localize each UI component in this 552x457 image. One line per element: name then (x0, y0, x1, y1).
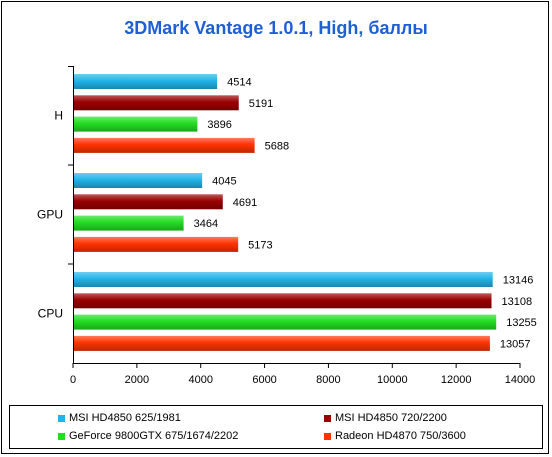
bar-cpu-series-3 (73, 314, 497, 330)
data-label: 13146 (503, 275, 534, 287)
data-label: 5191 (249, 98, 273, 110)
bar-gpu-series-4 (73, 236, 239, 252)
data-label: 5688 (265, 140, 289, 152)
bar-h-series-2 (73, 95, 239, 111)
chart-title: 3DMark Vantage 1.0.1, High, баллы (124, 18, 428, 38)
bar-gpu-series-3 (73, 215, 184, 231)
legend-label: GeForce 9800GTX 675/1674/2202 (69, 430, 239, 442)
legend-item: Radeon HD4870 750/3600 (324, 430, 466, 442)
x-tick-label: 4000 (188, 374, 212, 386)
data-label: 4691 (233, 197, 257, 209)
bar-gpu-series-2 (73, 194, 223, 210)
x-tick-label: 8000 (316, 374, 340, 386)
legend-swatch (58, 432, 65, 440)
x-tick-label: 10000 (377, 374, 408, 386)
data-label: 13057 (500, 338, 531, 350)
legend-swatch (324, 432, 331, 440)
legend-label: Radeon HD4870 750/3600 (335, 430, 466, 442)
legend-item: MSI HD4850 720/2200 (324, 412, 447, 424)
legend-swatch (324, 414, 331, 422)
bar-cpu-series-2 (73, 293, 492, 309)
x-tick-label: 2000 (125, 374, 149, 386)
bar-gpu-series-1 (73, 173, 203, 188)
bar-h-series-1 (73, 74, 218, 89)
data-label: 13108 (502, 296, 533, 308)
x-tick-label: 12000 (441, 374, 472, 386)
category-label: GPU (37, 208, 63, 222)
legend-item: MSI HD4850 625/1981 (58, 412, 181, 424)
category-label: CPU (38, 307, 63, 321)
x-tick-label: 6000 (252, 374, 276, 386)
data-label: 4514 (227, 77, 251, 89)
data-label: 4045 (212, 176, 236, 188)
data-label: 13255 (506, 317, 537, 329)
chart-legend: MSI HD4850 625/1981 MSI HD4850 720/2200 Ge… (9, 405, 543, 449)
bar-chart: 4514 5191 3896 5688 4045 4691 3464 5173 13146 131… (37, 66, 537, 386)
category-label: H (54, 109, 63, 123)
data-label: 5173 (248, 239, 272, 251)
bar-h-series-4 (73, 137, 255, 153)
legend-item: GeForce 9800GTX 675/1674/2202 (58, 430, 238, 442)
bar-cpu-series-4 (73, 335, 490, 351)
legend-label: MSI HD4850 625/1981 (69, 412, 181, 424)
data-label: 3464 (194, 218, 218, 230)
data-label: 3896 (207, 119, 231, 131)
x-tick-label: 14000 (505, 374, 536, 386)
x-tick-label: 0 (70, 374, 76, 386)
bar-h-series-3 (73, 116, 198, 132)
legend-label: MSI HD4850 720/2200 (335, 412, 447, 424)
legend-swatch (58, 414, 65, 422)
bar-cpu-series-1 (73, 272, 493, 287)
